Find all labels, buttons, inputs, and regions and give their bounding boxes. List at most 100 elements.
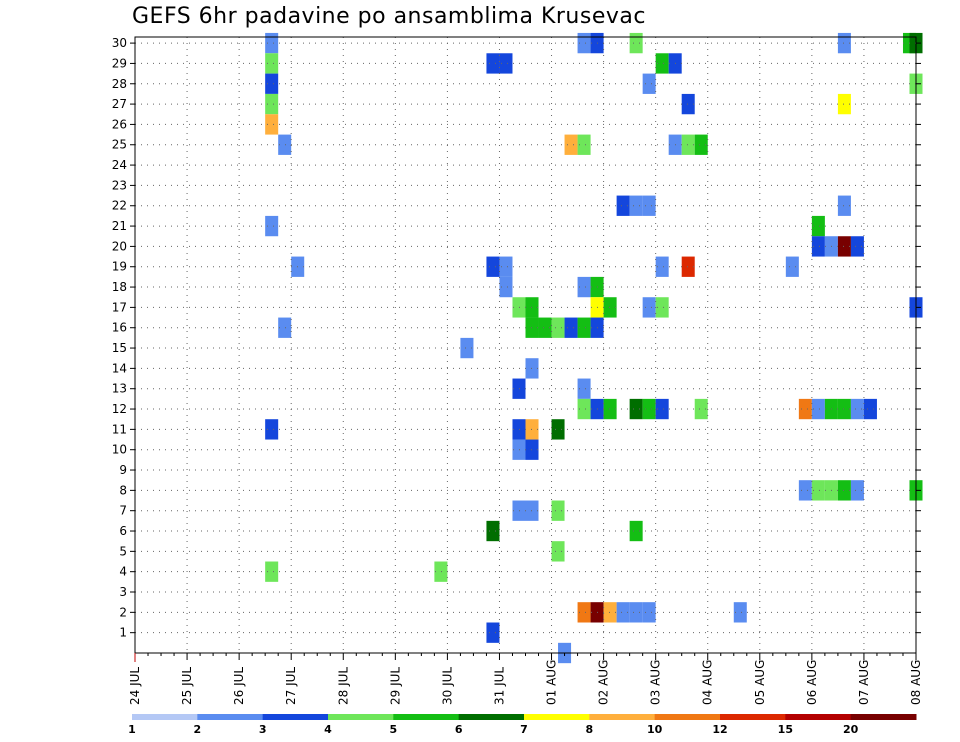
x-tick-label: 31 JUL: [492, 667, 506, 705]
x-tick-label: 27 JUL: [284, 667, 298, 705]
x-tick-label: 30 JUL: [440, 667, 454, 705]
heatmap-cell: [551, 500, 565, 521]
heatmap-cell: [629, 398, 643, 420]
heatmap-cell: [694, 134, 708, 155]
colorbar-swatch: [720, 714, 786, 720]
heatmap-cell: [486, 53, 500, 74]
y-tick-label: 6: [119, 524, 127, 538]
heatmap-cell: [629, 32, 643, 54]
colorbar-label: 15: [778, 723, 793, 736]
y-tick-label: 10: [112, 443, 127, 457]
chart-title: GEFS 6hr padavine po ansamblima Krusevac: [132, 4, 646, 29]
y-tick-label: 17: [112, 300, 127, 314]
heatmap-cell: [278, 317, 292, 338]
heatmap-cell: [642, 297, 656, 318]
grid-layer: [135, 37, 916, 653]
x-tick-label: 25 JUL: [180, 667, 194, 705]
heatmap-cell: [603, 297, 617, 318]
colorbar-label: 1: [128, 723, 136, 736]
heatmap-cell: [811, 215, 825, 237]
x-tick-label: 24 JUL: [128, 667, 142, 705]
y-tick-label: 21: [112, 219, 127, 233]
heatmap-cell: [681, 134, 695, 155]
y-tick-label: 23: [112, 178, 127, 192]
heatmap-cell: [486, 256, 500, 277]
heatmap-cell: [850, 480, 864, 501]
heatmap-cell: [265, 53, 279, 74]
heatmap-cell: [837, 93, 851, 115]
heatmap-cell: [577, 398, 591, 420]
plot-frame: [134, 36, 917, 654]
heatmap-cell: [733, 602, 747, 623]
heatmap-cell: [265, 114, 279, 135]
y-tick-label: 4: [119, 565, 127, 579]
colorbar-swatch: [589, 714, 656, 720]
y-tick-label: 19: [112, 260, 127, 274]
x-tick-label: 26 JUL: [232, 667, 246, 705]
heatmap-cell: [551, 317, 565, 338]
heatmap-cell: [499, 276, 513, 298]
heatmap-cell: [525, 358, 539, 379]
colorbar-swatch: [785, 714, 852, 720]
y-tick-label: 18: [112, 280, 127, 294]
x-tick-label: 08 AUG: [909, 660, 923, 705]
heatmap-cell: [837, 32, 851, 54]
y-tick-label: 27: [112, 97, 127, 111]
heatmap-cell: [837, 398, 851, 420]
colorbar: 1 2 3 4 5 6 7 8 10 12 15 20: [128, 714, 917, 736]
heatmap-cell: [798, 480, 812, 501]
heatmap-cell: [538, 317, 552, 338]
heatmap-cell: [681, 256, 695, 277]
heatmap-cell: [655, 297, 669, 318]
heatmap-cell: [642, 398, 656, 420]
y-tick-label: 12: [112, 402, 127, 416]
heatmap-cell: [837, 480, 851, 501]
heatmap-cell: [512, 378, 526, 399]
heatmap-cell: [850, 236, 864, 257]
heatmap-cell: [629, 195, 643, 216]
heatmap-cell: [577, 317, 591, 338]
colorbar-swatch: [197, 714, 264, 720]
heatmap-cell: [512, 439, 526, 460]
y-tick-label: 11: [112, 422, 127, 436]
y-tick-label: 1: [119, 626, 127, 640]
cells-layer: [265, 32, 923, 664]
heatmap-cell: [629, 602, 643, 623]
heatmap-cell: [278, 134, 292, 155]
heatmap-cell: [655, 398, 669, 420]
colorbar-swatch: [328, 714, 394, 720]
heatmap-cell: [642, 195, 656, 216]
colorbar-swatch: [654, 714, 721, 720]
heatmap-cell: [434, 561, 448, 582]
heatmap-cell: [525, 317, 539, 338]
heatmap-cell: [642, 602, 656, 623]
heatmap-cell: [577, 276, 591, 298]
heatmap-cell: [785, 256, 799, 277]
heatmap-cell: [577, 378, 591, 399]
heatmap-cell: [512, 419, 526, 440]
heatmap-cell: [811, 398, 825, 420]
heatmap-cell: [265, 73, 279, 94]
y-tick-label: 30: [112, 36, 127, 50]
heatmap-cell: [837, 195, 851, 216]
heatmap-cell: [694, 398, 708, 420]
heatmap-cell: [265, 215, 279, 237]
x-tick-label: 28 JUL: [336, 667, 350, 705]
colorbar-swatch: [458, 714, 525, 720]
heatmap-cell: [616, 602, 630, 623]
x-tick-label: 02 AUG: [597, 660, 611, 705]
heatmap-cell: [512, 297, 526, 318]
y-tick-label: 3: [119, 585, 127, 599]
heatmap-cell: [551, 541, 565, 562]
x-axis: 24 JUL 25 JUL 26 JUL 27 JUL 28 JUL 29 JUL 30 J…: [128, 653, 923, 705]
heatmap-cell: [486, 520, 500, 542]
heatmap-cell: [811, 236, 825, 257]
x-tick-label: 29 JUL: [388, 667, 402, 705]
y-tick-label: 7: [119, 504, 127, 518]
heatmap-cell: [655, 53, 669, 74]
y-tick-label: 22: [112, 199, 127, 213]
heatmap-cell: [525, 500, 539, 521]
colorbar-label: 5: [390, 723, 398, 736]
colorbar-label: 7: [520, 723, 528, 736]
